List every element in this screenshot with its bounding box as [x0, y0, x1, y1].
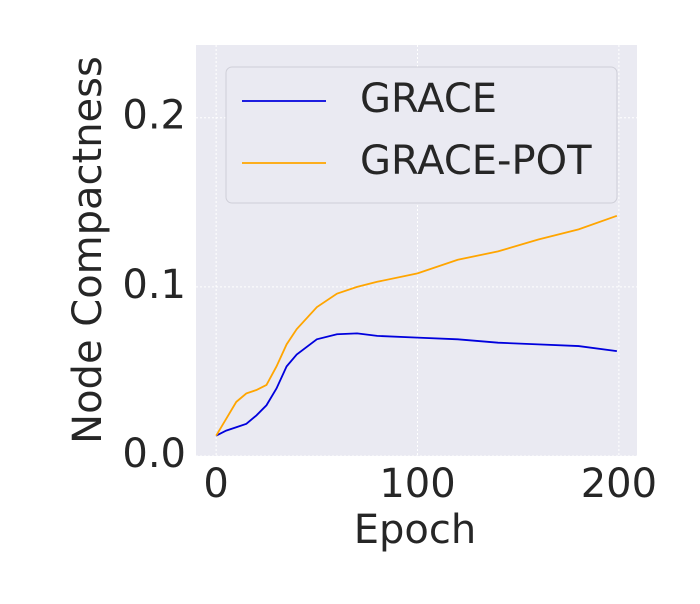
- legend-label: GRACE-POT: [360, 138, 592, 184]
- series-line: [215, 214, 618, 437]
- x-tick-label: 100: [379, 461, 455, 507]
- legend-label: GRACE: [360, 76, 497, 122]
- y-axis-label: Node Compactness: [65, 56, 111, 444]
- y-tick-label: 0.0: [122, 431, 186, 477]
- y-tick-label: 0.1: [122, 262, 186, 308]
- series-line: [215, 332, 617, 437]
- x-tick-label: 0: [203, 461, 228, 507]
- x-tick-label: 200: [581, 461, 657, 507]
- y-tick-label: 0.2: [122, 93, 186, 139]
- x-axis-label: Epoch: [354, 507, 476, 553]
